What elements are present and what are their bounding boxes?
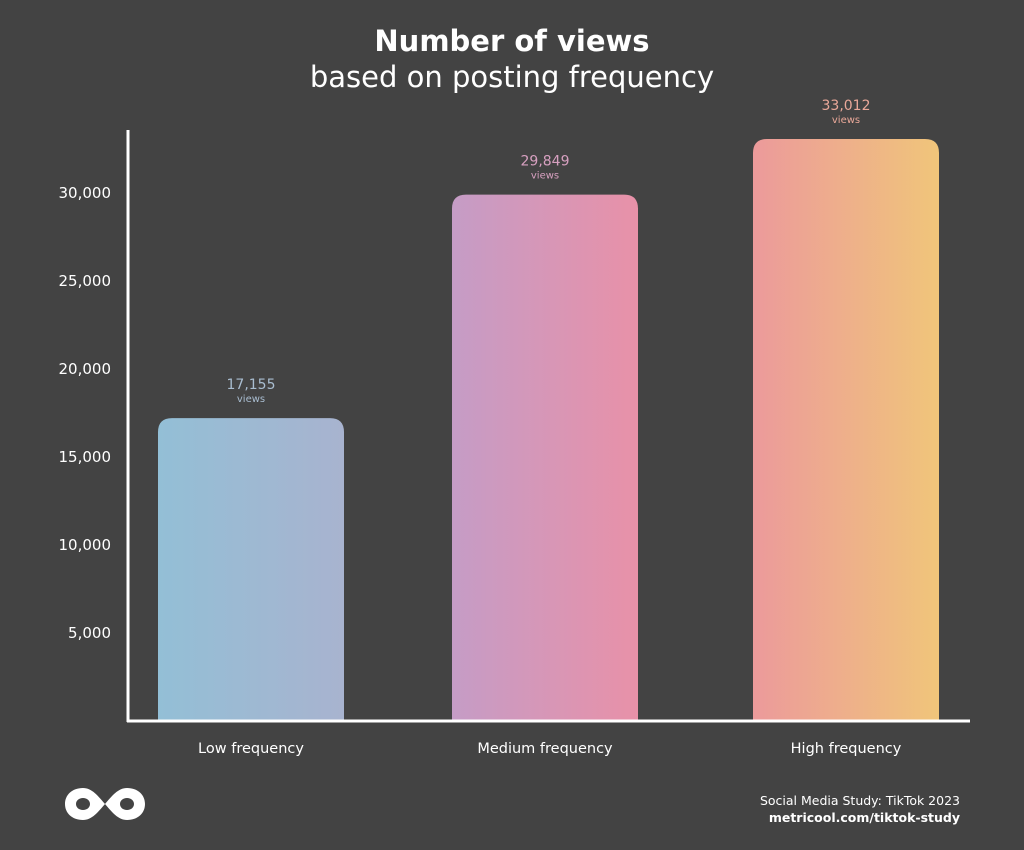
- x-tick-label: High frequency: [791, 741, 902, 757]
- chart-subtitle: based on posting frequency: [309, 60, 715, 94]
- data-label-value: 29,849: [521, 154, 570, 170]
- bar-low: [158, 418, 344, 720]
- y-tick-label: 25,000: [59, 272, 112, 290]
- chart-title: Number of views: [374, 24, 650, 58]
- metricool-logo-icon: [65, 788, 145, 820]
- source-line: Social Media Study: TikTok 2023: [759, 793, 960, 808]
- x-tick-label: Medium frequency: [477, 741, 613, 757]
- y-tick-label: 20,000: [59, 360, 112, 378]
- source-url: metricool.com/tiktok-study: [768, 810, 960, 825]
- data-label-unit: views: [531, 171, 559, 182]
- bar-high: [753, 138, 939, 721]
- x-tick-label: Low frequency: [198, 741, 304, 757]
- data-label-unit: views: [832, 115, 860, 126]
- y-tick-label: 15,000: [59, 448, 112, 466]
- y-tick-label: 10,000: [59, 536, 112, 554]
- data-label-value: 33,012: [822, 98, 871, 114]
- data-label-value: 17,155: [227, 377, 276, 393]
- bar-medium: [452, 194, 638, 720]
- y-tick-label: 30,000: [59, 184, 112, 202]
- data-label-unit: views: [237, 394, 265, 405]
- source-note: Social Media Study: TikTok 2023 metricoo…: [760, 792, 960, 826]
- y-tick-label: 5,000: [68, 624, 111, 642]
